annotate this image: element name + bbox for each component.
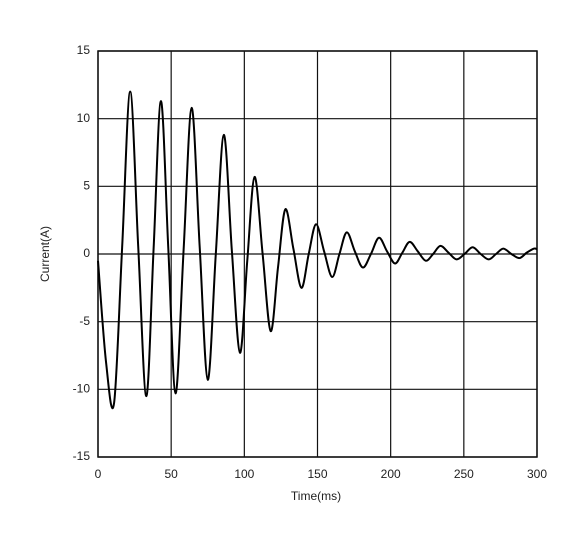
x-tick-label: 150 (307, 467, 327, 481)
y-tick-label: 15 (77, 43, 91, 57)
y-tick-label: 0 (83, 246, 90, 260)
x-tick-label: 50 (164, 467, 178, 481)
x-tick-label: 250 (454, 467, 474, 481)
x-tick-label: 300 (527, 467, 547, 481)
y-axis-label: Current(A) (38, 226, 52, 282)
y-tick-label: -10 (73, 382, 91, 396)
x-tick-label: 100 (234, 467, 254, 481)
x-tick-label: 200 (381, 467, 401, 481)
y-tick-label: 5 (83, 179, 90, 193)
data-line (97, 90, 538, 410)
y-tick-label: 10 (77, 111, 91, 125)
x-tick-label: 0 (95, 467, 102, 481)
y-tick-label: -5 (79, 314, 90, 328)
y-tick-label: -15 (73, 449, 91, 463)
x-axis-label: Time(ms) (291, 489, 341, 503)
